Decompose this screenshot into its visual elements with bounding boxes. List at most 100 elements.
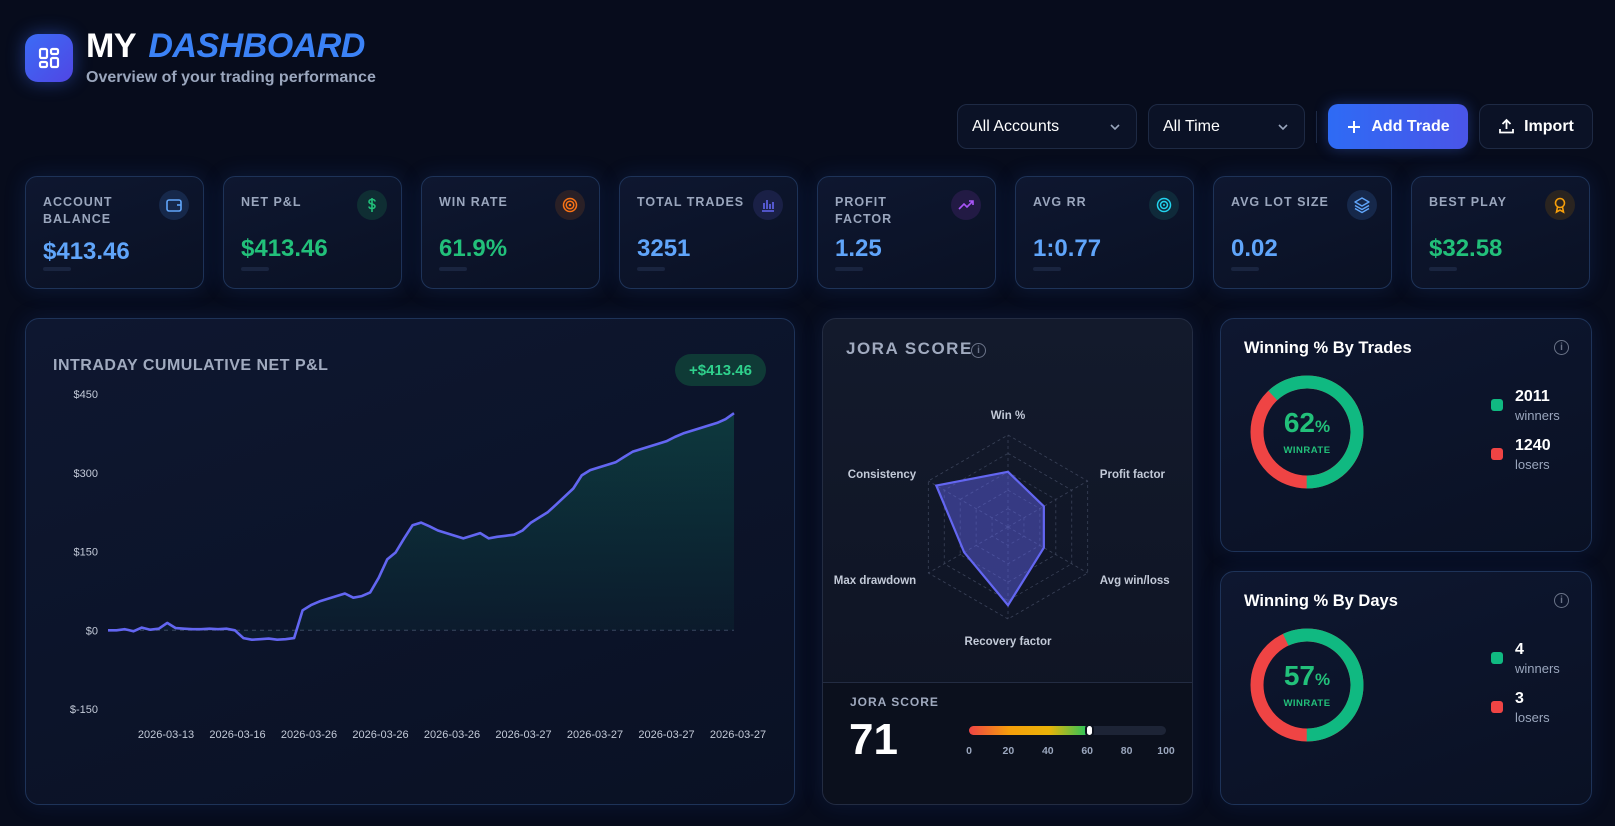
gauge-knob [1085, 724, 1095, 737]
stat-bar [43, 267, 71, 271]
donut-winners-arc [1250, 628, 1364, 742]
radar-axis-label: Recovery factor [965, 636, 1052, 648]
y-tick-label: $300 [74, 468, 98, 480]
stat-bar [1033, 267, 1061, 271]
stat-card: AVG LOT SIZE 0.02 [1213, 176, 1392, 289]
legend-losers: 1240 losers [1491, 436, 1560, 473]
y-tick-label: $450 [74, 389, 98, 401]
stat-value: 61.9% [439, 235, 508, 262]
add-trade-button[interactable]: Add Trade [1328, 104, 1468, 149]
time-filter-select[interactable]: All Time [1148, 104, 1305, 149]
x-tick-label: 2026-03-16 [209, 729, 265, 741]
winrate-donut: 57% WINRATE [1249, 627, 1365, 743]
plus-icon [1348, 120, 1361, 133]
gauge-tick: 20 [1002, 745, 1015, 757]
donut-legend: 2011 winners 1240 losers [1491, 387, 1560, 485]
import-button[interactable]: Import [1479, 104, 1593, 149]
dollar-icon [357, 190, 387, 220]
chevron-down-icon [1278, 123, 1288, 130]
award-icon [1545, 190, 1575, 220]
bullseye-icon [1149, 190, 1179, 220]
legend-winners: 4 winners [1491, 640, 1560, 677]
x-tick-label: 2026-03-27 [567, 729, 623, 741]
x-tick-label: 2026-03-26 [352, 729, 408, 741]
stat-value: 0.02 [1231, 235, 1278, 262]
page-title: MY DASHBOARD [86, 27, 365, 65]
x-tick-label: 2026-03-27 [495, 729, 551, 741]
stat-bar [637, 267, 665, 271]
gauge-tick: 60 [1081, 745, 1094, 757]
radar-axis-label: Max drawdown [834, 575, 916, 587]
donut-legend: 4 winners 3 losers [1491, 640, 1560, 738]
stat-label: TOTAL TRADES [637, 195, 745, 209]
stat-value: $413.46 [241, 235, 328, 262]
toolbar-divider [1316, 110, 1317, 143]
stat-label: AVG LOT SIZE [1231, 195, 1329, 209]
gauge-ticks: 0 20 40 60 80 100 [966, 745, 1175, 759]
donut-winners-arc [1250, 375, 1364, 489]
chevron-down-icon [1110, 123, 1120, 130]
x-tick-label: 2026-03-27 [710, 729, 766, 741]
winning-by-trades-panel: Winning % By Trades i 62% WINRATE 2011 wi… [1220, 318, 1592, 552]
pnl-line [108, 412, 735, 641]
info-icon[interactable]: i [971, 343, 986, 358]
stat-value: 3251 [637, 235, 691, 262]
gauge-tick: 100 [1157, 745, 1175, 757]
trending-up-icon [951, 190, 981, 220]
radar-axis-label: Consistency [848, 469, 917, 481]
stat-card: TOTAL TRADES 3251 [619, 176, 798, 289]
legend-winners: 2011 winners [1491, 387, 1560, 424]
jora-score-gauge [969, 724, 1166, 737]
page-header: MY DASHBOARD Overview of your trading pe… [25, 28, 376, 87]
page-subtitle: Overview of your trading performance [86, 69, 376, 86]
account-filter-value: All Accounts [972, 117, 1060, 135]
radar-axis-label: Win % [991, 410, 1025, 422]
stat-card: ACCOUNT BALANCE $413.46 [25, 176, 204, 289]
donut-ring [1250, 375, 1364, 489]
pnl-chart-panel: INTRADAY CUMULATIVE NET P&L +$413.46 $45… [25, 318, 795, 805]
stat-value: 1:0.77 [1033, 235, 1102, 262]
info-icon[interactable]: i [1554, 340, 1569, 355]
radar-axis-label: Avg win/loss [1100, 575, 1170, 587]
import-label: Import [1524, 117, 1574, 135]
bar-chart-icon [753, 190, 783, 220]
y-tick-label: $0 [86, 625, 98, 637]
radar-axis-label: Profit factor [1100, 469, 1166, 481]
info-icon[interactable]: i [1554, 593, 1569, 608]
stat-card: AVG RR 1:0.77 [1015, 176, 1194, 289]
stat-bar [241, 267, 269, 271]
winning-by-days-panel: Winning % By Days i 57% WINRATE 4 winners… [1220, 571, 1592, 805]
winrate-percent: 62% [1283, 407, 1331, 438]
account-filter-select[interactable]: All Accounts [957, 104, 1137, 149]
stats-row: ACCOUNT BALANCE $413.46 NET P&L $413.46 … [25, 176, 1590, 289]
stat-card: PROFIT FACTOR 1.25 [817, 176, 996, 289]
pnl-badge: +$413.46 [675, 354, 766, 386]
y-tick-label: $150 [74, 547, 98, 559]
stat-bar [1231, 267, 1259, 271]
upload-icon [1499, 118, 1515, 134]
donut-ring [1250, 628, 1364, 742]
target-icon [555, 190, 585, 220]
stat-value: $413.46 [43, 238, 130, 265]
x-tick-label: 2026-03-27 [638, 729, 694, 741]
toolbar: All Accounts All Time Add Trade Import [957, 104, 1593, 149]
stat-bar [1429, 267, 1457, 271]
stat-bar [835, 267, 863, 271]
jora-score-label: JORA SCORE [850, 695, 939, 709]
stat-bar [439, 267, 467, 271]
dashboard-grid-icon [25, 34, 73, 82]
jora-score-panel: JORA SCORE i Win % Profit factor Avg win/l… [822, 318, 1193, 805]
stat-label: AVG RR [1033, 195, 1087, 209]
winning-by-days-title: Winning % By Days [1244, 592, 1398, 610]
jora-title: JORA SCORE [846, 339, 973, 358]
gauge-fill [969, 726, 1090, 735]
jora-score-summary: JORA SCORE 71 0 20 40 60 80 100 [823, 682, 1192, 804]
x-tick-label: 2026-03-26 [424, 729, 480, 741]
pnl-chart: $450 $300 $150 $0 $-150 2026-03-13 2026-03-16 2… [70, 389, 766, 741]
stat-label: NET P&L [241, 195, 302, 209]
wallet-icon [159, 190, 189, 220]
jora-score-value: 71 [849, 715, 898, 764]
winning-by-trades-title: Winning % By Trades [1244, 339, 1412, 357]
winrate-percent: 57% [1283, 660, 1331, 691]
layers-icon [1347, 190, 1377, 220]
